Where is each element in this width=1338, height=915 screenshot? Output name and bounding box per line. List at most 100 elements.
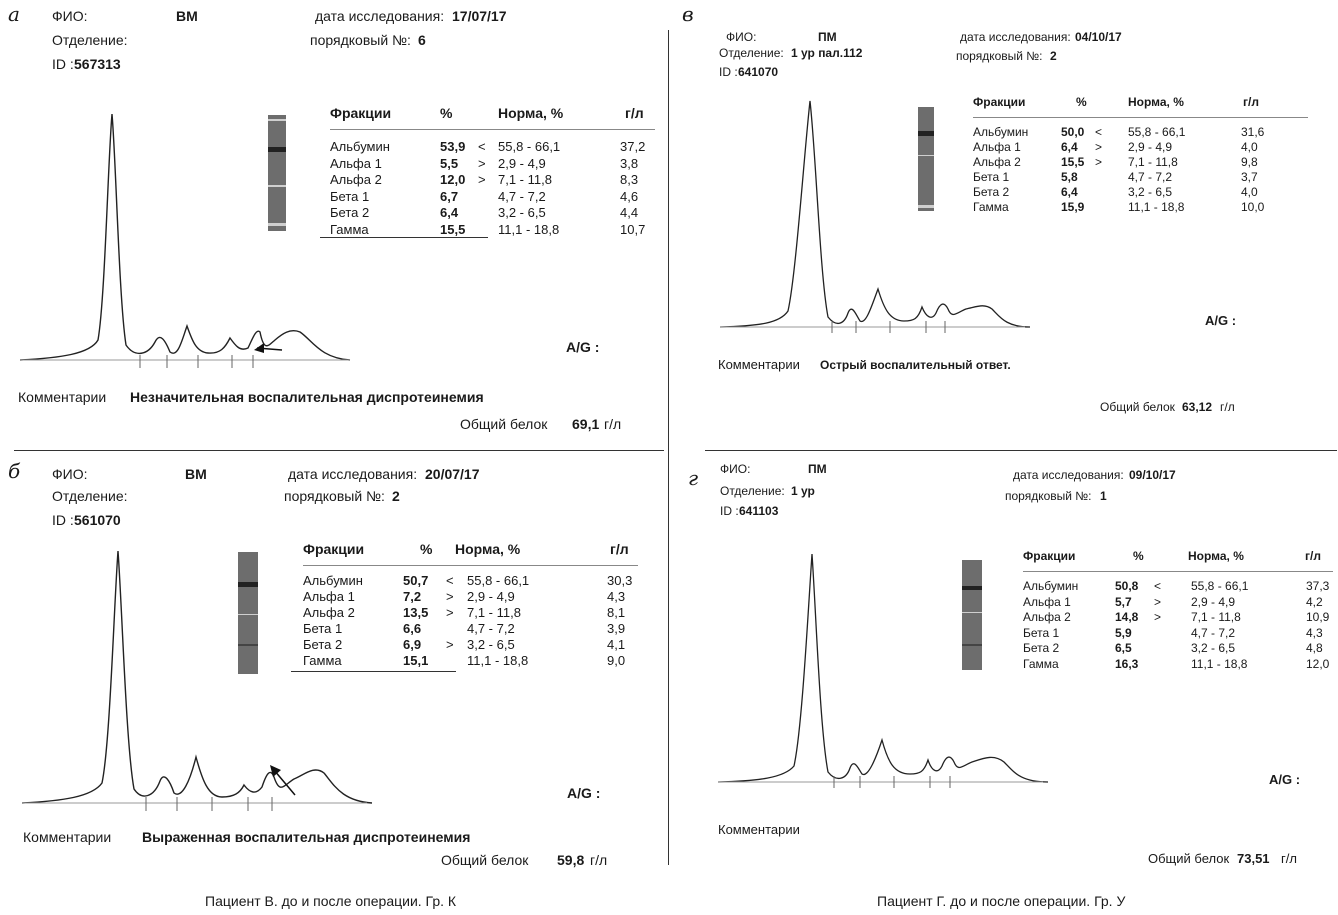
fraction-gl: 3,8 <box>620 155 639 171</box>
ag-label: A/G : <box>1205 313 1237 328</box>
fraction-name: Альфа 1 <box>330 155 382 171</box>
fraction-gl: 4,8 <box>1306 641 1323 655</box>
fraction-name: Альфа 2 <box>1023 610 1071 624</box>
fraction-name: Альбумин <box>1023 579 1079 593</box>
fraction-percent: 6,4 <box>1061 140 1078 154</box>
fraction-norm: 3,2 - 6,5 <box>1128 185 1173 199</box>
fraction-name: Бета 2 <box>1023 641 1060 655</box>
fraction-gl: 4,1 <box>607 637 626 652</box>
fraction-percent: 7,2 <box>403 589 422 604</box>
fraction-norm: 7,1 - 11,8 <box>467 605 521 620</box>
fraction-gl: 12,0 <box>1306 656 1330 671</box>
comment-label: Комментарии <box>718 357 800 372</box>
comment-value: Выраженная воспалительная диспротеинемия <box>142 829 471 845</box>
col-percent-header: % <box>1133 549 1144 563</box>
electrophoresis-band <box>268 115 286 231</box>
fraction-name: Гамма <box>1023 656 1059 671</box>
fraction-percent: 15,5 <box>1061 155 1085 169</box>
fraction-norm: 3,2 - 6,5 <box>498 205 546 220</box>
date-value: 17/07/17 <box>452 8 507 24</box>
protein-label: Общий белок <box>1100 400 1175 414</box>
panel-letter: г <box>688 466 699 490</box>
fraction-percent: 15,1 <box>403 653 429 668</box>
fio-label: ФИО: <box>726 30 757 44</box>
col-fraction-header: Фракции <box>973 95 1026 109</box>
panel-v: в ФИО: ПМ Отделение: 1 ур пал.112 ID : 6… <box>670 0 1338 450</box>
fraction-percent: 13,5 <box>403 605 429 620</box>
comment-value: Острый воспалительный ответ. <box>820 358 1011 372</box>
fraction-gl: 37,2 <box>620 139 646 154</box>
fraction-gl: 37,3 <box>1306 579 1330 593</box>
electrophoresis-band <box>238 552 258 674</box>
protein-value: 59,8 <box>557 852 585 868</box>
fraction-flag: > <box>1095 155 1103 169</box>
fraction-name: Гамма <box>330 221 369 237</box>
order-label: порядковый №: <box>284 488 385 504</box>
fraction-gl: 10,7 <box>620 221 646 237</box>
fio-label: ФИО: <box>720 462 751 476</box>
fractions-table: Фракции % Норма, % г/л Альбумин 50,8 <55,8… <box>1023 549 1335 689</box>
densitogram-curve <box>719 100 1031 328</box>
densitogram-curve <box>19 113 351 361</box>
fractions-table: Фракции % Норма, % г/л Альбумин 53,9 <55,8… <box>320 105 660 255</box>
col-percent-header: % <box>420 541 433 557</box>
fraction-gl: 3,9 <box>607 621 626 636</box>
id-value: 567313 <box>74 56 121 72</box>
protein-unit: г/л <box>1281 851 1297 866</box>
protein-unit: г/л <box>590 852 608 868</box>
fraction-norm: 11,1 - 18,8 <box>498 221 560 237</box>
col-gl-header: г/л <box>625 105 644 121</box>
fraction-name: Бета 1 <box>330 188 370 204</box>
fio-value: ПМ <box>808 462 827 476</box>
fraction-flag: > <box>1154 610 1162 624</box>
col-norm-header: Норма, % <box>498 105 564 121</box>
date-value: 20/07/17 <box>425 466 480 482</box>
fraction-percent: 5,7 <box>1115 594 1132 609</box>
fraction-gl: 31,6 <box>1241 125 1265 139</box>
electrophoresis-band <box>918 107 934 211</box>
fraction-percent: 5,9 <box>1115 625 1132 640</box>
fraction-percent: 15,9 <box>1061 200 1085 214</box>
fraction-norm: 55,8 - 66,1 <box>1128 125 1186 139</box>
fraction-gl: 4,4 <box>620 205 639 220</box>
panel-b: б ФИО: ВМ Отделение: ID : 561070 дата ис… <box>0 455 668 875</box>
fraction-name: Альбумин <box>330 139 390 154</box>
fraction-percent: 5,5 <box>440 155 459 171</box>
fraction-name: Бета 1 <box>973 170 1010 184</box>
fraction-norm: 3,2 - 6,5 <box>467 637 515 652</box>
fraction-norm: 3,2 - 6,5 <box>1191 641 1236 655</box>
fio-value: ВМ <box>176 8 198 24</box>
order-value: 2 <box>392 488 400 504</box>
fraction-percent: 5,8 <box>1061 170 1078 184</box>
id-value: 561070 <box>74 512 121 528</box>
fraction-gl: 10,9 <box>1306 610 1330 624</box>
fraction-percent: 6,7 <box>440 188 459 204</box>
fraction-gl: 4,0 <box>1241 185 1258 199</box>
id-label: ID : <box>720 504 739 518</box>
fio-label: ФИО: <box>52 466 88 482</box>
comment-label: Комментарии <box>18 389 107 405</box>
densitogram <box>717 553 1049 788</box>
caption-right: Пациент Г. до и после операции. Гр. У <box>877 893 1126 909</box>
fraction-gl: 8,3 <box>620 172 639 187</box>
fraction-norm: 11,1 - 18,8 <box>1128 200 1185 214</box>
fraction-name: Альфа 2 <box>330 172 382 187</box>
fraction-gl: 4,3 <box>607 589 626 604</box>
fio-value: ПМ <box>818 30 837 44</box>
comment-label: Комментарии <box>23 829 112 845</box>
caption-left: Пациент В. до и после операции. Гр. К <box>205 893 457 909</box>
densitogram <box>19 113 351 368</box>
fraction-name: Бета 2 <box>330 205 370 220</box>
fraction-gl: 4,3 <box>1306 625 1323 640</box>
date-label: дата исследования: <box>288 466 418 482</box>
panel-a: а ФИО: ВМ Отделение: ID : 567313 дата ис… <box>0 0 668 450</box>
fraction-name: Гамма <box>973 200 1009 214</box>
col-norm-header: Норма, % <box>455 541 521 557</box>
protein-value: 73,51 <box>1237 851 1270 866</box>
fraction-flag: > <box>446 637 454 652</box>
fraction-norm: 7,1 - 11,8 <box>1128 155 1178 169</box>
fraction-norm: 2,9 - 4,9 <box>1191 594 1236 609</box>
fraction-norm: 7,1 - 11,8 <box>498 172 552 187</box>
fraction-norm: 55,8 - 66,1 <box>467 573 530 588</box>
fraction-norm: 11,1 - 18,8 <box>1191 656 1248 671</box>
